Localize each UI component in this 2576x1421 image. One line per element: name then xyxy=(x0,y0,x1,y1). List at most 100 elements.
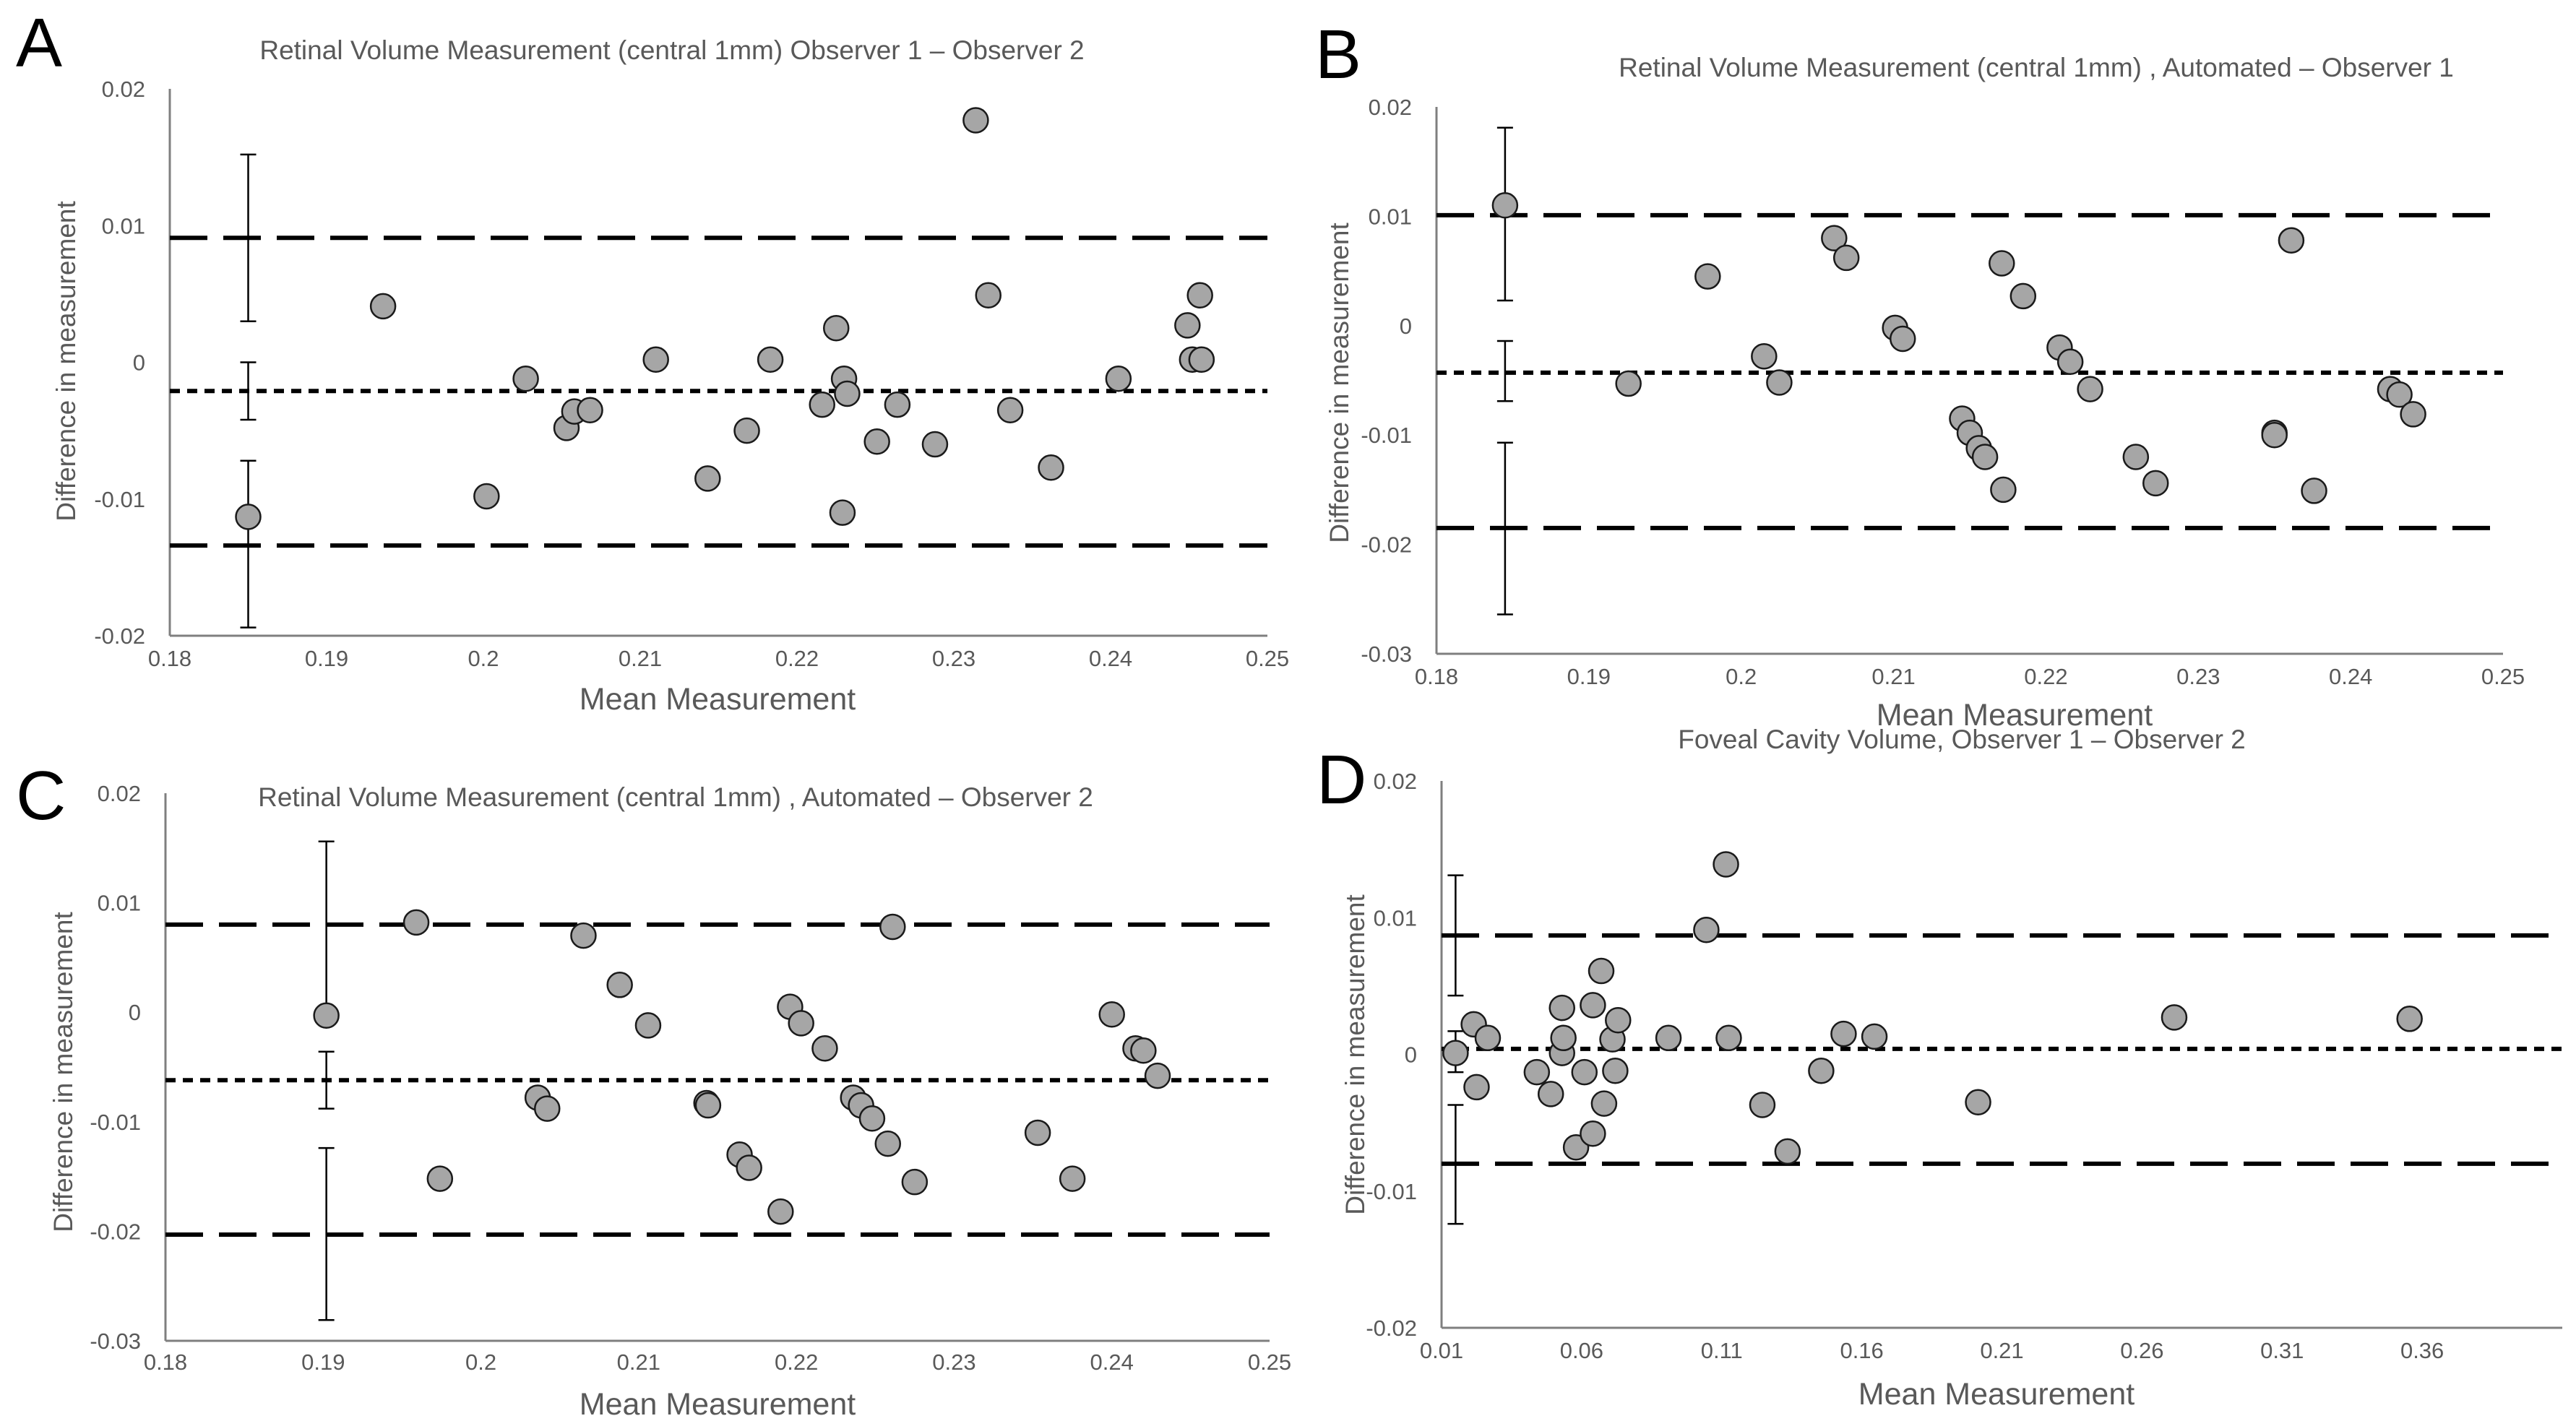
data-point xyxy=(829,499,856,526)
data-point xyxy=(858,1105,886,1132)
data-point xyxy=(809,391,835,418)
y-tick-label: 0.01 xyxy=(1374,905,1417,930)
data-point xyxy=(2077,376,2103,402)
x-tick-label: 0.25 xyxy=(1246,646,1289,671)
y-tick-label: 0.01 xyxy=(1369,204,1412,229)
data-point xyxy=(1861,1023,1888,1050)
data-point xyxy=(2386,381,2413,408)
x-tick-label: 0.25 xyxy=(2481,664,2525,689)
data-point xyxy=(1749,1092,1776,1118)
y-tick-label: 0 xyxy=(129,1000,141,1025)
y-axis-label: Difference in measurement xyxy=(1324,223,1354,543)
x-tick-label: 0.11 xyxy=(1701,1338,1743,1363)
data-point xyxy=(1693,917,1720,943)
data-point xyxy=(1990,476,2017,504)
x-tick-label: 0.31 xyxy=(2260,1338,2304,1363)
y-tick-label: -0.02 xyxy=(1366,1316,1417,1341)
x-tick-label: 0.01 xyxy=(1420,1338,1463,1363)
y-tick-label: 0.02 xyxy=(102,77,145,102)
data-point xyxy=(2009,282,2037,310)
data-point xyxy=(2261,421,2288,449)
data-point xyxy=(642,346,669,373)
data-point xyxy=(1655,1024,1682,1052)
data-point xyxy=(606,972,633,998)
y-tick-label: -0.03 xyxy=(90,1329,141,1354)
data-point xyxy=(1098,1001,1125,1028)
x-tick-label: 0.2 xyxy=(1726,664,1757,689)
data-point xyxy=(2278,227,2305,254)
panel-letter-c: C xyxy=(16,757,66,834)
x-axis-label: Mean Measurement xyxy=(1877,698,2153,733)
data-point xyxy=(1186,282,1213,309)
x-tick-label: 0.23 xyxy=(2176,664,2220,689)
data-point xyxy=(1615,370,1642,397)
y-tick-label: -0.02 xyxy=(1361,532,1412,558)
chart-title: Retinal Volume Measurement (central 1mm)… xyxy=(259,35,1084,65)
data-point xyxy=(1442,1040,1469,1066)
chart-title: Retinal Volume Measurement (central 1mm)… xyxy=(1619,53,2454,82)
data-point xyxy=(1059,1165,1086,1192)
x-tick-label: 0.18 xyxy=(144,1349,187,1375)
chart-title: Foveal Cavity Volume, Observer 1 – Obser… xyxy=(1678,725,2246,754)
panel-letter-d: D xyxy=(1317,741,1366,819)
data-point xyxy=(1751,342,1778,370)
data-point xyxy=(1105,365,1132,392)
data-point xyxy=(1550,1024,1577,1052)
data-point xyxy=(570,922,597,949)
data-point xyxy=(1602,1057,1629,1084)
data-point xyxy=(975,282,1001,309)
data-point xyxy=(1965,1089,1991,1115)
data-point xyxy=(2142,470,2169,497)
panel-letter-b: B xyxy=(1315,16,1361,93)
y-tick-label: 0.02 xyxy=(1369,95,1412,120)
data-point xyxy=(1130,1037,1157,1064)
data-point xyxy=(1537,1081,1564,1107)
x-tick-label: 0.06 xyxy=(1560,1338,1603,1363)
data-point xyxy=(694,1092,722,1119)
y-tick-label: -0.01 xyxy=(1361,423,1412,448)
x-tick-label: 0.23 xyxy=(932,1349,975,1375)
data-point xyxy=(634,1012,662,1039)
x-tick-label: 0.22 xyxy=(2024,664,2067,689)
y-axis-label: Difference in measurement xyxy=(1340,894,1370,1215)
chart-title: Retinal Volume Measurement (central 1mm)… xyxy=(258,782,1093,812)
x-tick-label: 0.18 xyxy=(148,646,191,671)
x-tick-label: 0.21 xyxy=(619,646,662,671)
data-point xyxy=(1889,325,1916,353)
y-tick-label: 0 xyxy=(1400,314,1412,339)
data-point xyxy=(1830,1020,1857,1048)
data-point xyxy=(811,1035,838,1062)
y-tick-label: 0.01 xyxy=(98,891,141,916)
data-point xyxy=(534,1095,561,1122)
y-tick-label: 0.01 xyxy=(102,213,145,238)
y-tick-label: 0.02 xyxy=(98,781,141,806)
panel-c: C Retinal Volume Measurement (central 1m… xyxy=(16,757,1291,1421)
data-point xyxy=(996,397,1024,423)
data-point xyxy=(512,365,539,392)
data-point xyxy=(1590,1090,1618,1117)
data-point xyxy=(2396,1006,2423,1032)
data-point xyxy=(1715,1024,1742,1052)
x-tick-label: 0.2 xyxy=(465,1349,496,1375)
data-point xyxy=(1808,1057,1835,1084)
x-axis-label: Mean Measurement xyxy=(580,682,856,717)
data-point xyxy=(834,380,861,407)
x-tick-label: 0.22 xyxy=(775,646,819,671)
data-point xyxy=(757,346,784,373)
data-point xyxy=(1821,225,1848,251)
y-tick-label: -0.01 xyxy=(94,487,145,512)
x-tick-label: 0.19 xyxy=(301,1349,345,1375)
x-tick-label: 0.22 xyxy=(775,1349,818,1375)
data-point xyxy=(863,428,890,455)
y-tick-label: -0.02 xyxy=(94,623,145,649)
x-axis-label: Mean Measurement xyxy=(1858,1377,2135,1412)
x-tick-label: 0.24 xyxy=(1089,646,1132,671)
x-tick-label: 0.36 xyxy=(2400,1338,2444,1363)
data-point xyxy=(2056,348,2084,376)
data-point xyxy=(1571,1058,1598,1086)
data-point xyxy=(1474,1024,1502,1052)
data-point xyxy=(473,483,500,510)
data-point xyxy=(1774,1138,1801,1165)
data-point xyxy=(874,1130,901,1157)
data-point xyxy=(402,909,430,936)
